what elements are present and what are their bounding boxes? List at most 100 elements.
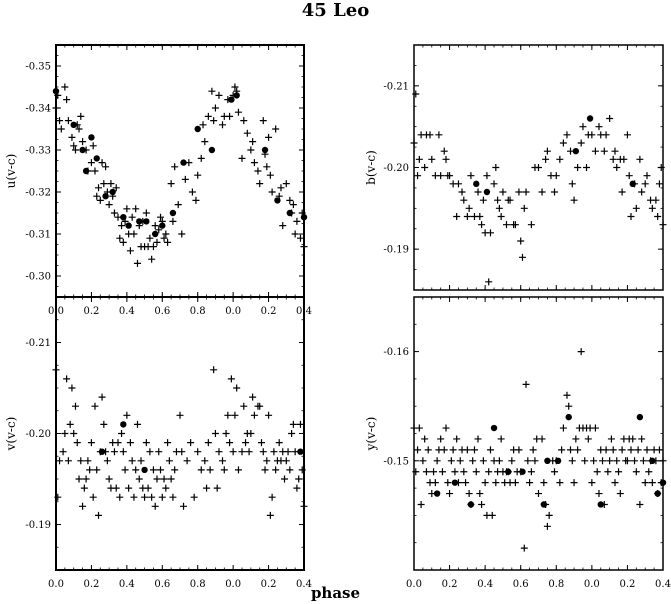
data-point-plus: [234, 108, 242, 116]
data-point-plus: [558, 446, 566, 454]
data-point-plus: [282, 457, 290, 465]
data-point-dot: [649, 457, 656, 464]
data-point-plus: [254, 167, 262, 175]
data-point-plus: [454, 180, 462, 188]
data-point-plus: [453, 213, 461, 220]
data-point-plus: [476, 213, 484, 220]
data-point-plus: [511, 479, 519, 487]
data-point-dot: [565, 413, 572, 421]
data-point-plus: [240, 117, 248, 125]
data-point-plus: [421, 164, 429, 171]
data-point-dot: [70, 121, 77, 128]
data-point-plus: [142, 439, 150, 447]
data-point-plus: [162, 484, 170, 492]
data-point-plus: [70, 142, 78, 150]
data-point-plus: [155, 448, 163, 456]
data-point-plus: [570, 196, 578, 204]
data-point-plus: [238, 154, 246, 162]
data-point-plus: [634, 446, 642, 454]
data-point-plus: [540, 479, 548, 487]
data-point-plus: [151, 502, 159, 510]
data-point-plus: [256, 180, 264, 188]
data-point-plus: [116, 234, 124, 242]
data-point-plus: [300, 502, 308, 510]
data-point-plus: [95, 184, 103, 192]
data-point-plus: [282, 180, 290, 188]
data-point-plus: [93, 192, 101, 200]
data-point-dot: [433, 490, 441, 497]
data-point-dot: [572, 147, 580, 155]
data-point-plus: [259, 448, 267, 456]
data-point-dot: [233, 92, 240, 99]
data-point-plus: [412, 90, 420, 98]
x-tick-label: 0.6: [513, 579, 529, 590]
data-point-plus: [233, 384, 241, 392]
data-point-plus: [149, 243, 157, 251]
data-point-plus: [52, 104, 60, 112]
data-point-plus: [518, 253, 526, 261]
data-point-dot: [194, 125, 201, 133]
data-point-plus: [559, 139, 567, 147]
data-point-plus: [517, 237, 525, 245]
data-point-plus: [422, 468, 430, 476]
data-point-plus: [607, 435, 615, 443]
data-point-plus: [567, 446, 575, 454]
data-point-plus: [410, 139, 418, 147]
data-point-plus: [116, 493, 124, 501]
data-point-plus: [506, 196, 514, 204]
data-point-plus: [286, 196, 294, 204]
data-point-plus: [584, 435, 592, 443]
data-point-plus: [618, 188, 626, 196]
data-point-dot: [261, 146, 269, 154]
data-point-plus: [128, 213, 136, 221]
data-point-plus: [488, 511, 496, 519]
data-point-plus: [219, 457, 227, 465]
data-point-dot: [109, 188, 116, 196]
data-point-plus: [261, 466, 269, 474]
data-point-plus: [595, 490, 603, 498]
data-point-plus: [201, 457, 209, 465]
x-tick-label: 0.8: [548, 579, 564, 590]
data-point-plus: [565, 402, 573, 410]
x-tick-label: 0.4: [296, 579, 312, 590]
data-point-plus: [437, 172, 445, 180]
data-point-plus: [188, 188, 196, 196]
data-point-plus: [125, 484, 133, 492]
data-point-plus: [63, 375, 71, 383]
data-point-plus: [433, 457, 441, 465]
data-point-plus: [535, 490, 542, 498]
data-point-plus: [89, 142, 97, 150]
y-tick-label: -0.16: [383, 347, 409, 358]
data-point-plus: [59, 448, 67, 456]
y-tick-label: -0.20: [25, 429, 51, 440]
data-point-plus: [275, 439, 283, 447]
data-point-plus: [180, 502, 188, 510]
data-point-plus: [148, 493, 156, 501]
data-point-plus: [226, 439, 234, 447]
data-point-plus: [126, 247, 134, 255]
x-tick-label: 0.2: [442, 579, 458, 590]
data-point-plus: [110, 448, 118, 456]
data-point-plus: [556, 155, 564, 163]
figure-title: 45 Leo: [301, 0, 370, 21]
x-tick-label: 0.8: [190, 579, 206, 590]
data-point-plus: [87, 159, 95, 167]
data-point-plus: [300, 243, 308, 251]
data-point-plus: [183, 457, 191, 465]
data-point-plus: [181, 175, 189, 183]
y-axis-label: b(v-c): [364, 150, 378, 185]
data-point-dot: [451, 479, 459, 486]
data-point-plus: [144, 484, 152, 492]
data-point-plus: [531, 457, 539, 465]
data-point-plus: [70, 430, 78, 437]
data-point-dot: [629, 180, 636, 188]
x-tick-label: 0.4: [119, 306, 135, 317]
y-axis-label: y(v-c): [364, 417, 378, 452]
data-point-plus: [242, 439, 250, 447]
data-point-plus: [256, 402, 264, 410]
data-point-plus: [526, 479, 534, 487]
data-point-plus: [522, 380, 530, 388]
data-point-plus: [588, 131, 596, 139]
data-point-plus: [133, 259, 141, 267]
